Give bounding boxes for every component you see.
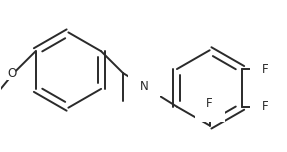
Text: F: F [262,63,269,76]
Text: F: F [206,97,213,110]
Text: H: H [148,71,156,85]
Text: O: O [7,67,16,79]
Text: F: F [262,100,269,113]
Text: N: N [139,80,148,93]
